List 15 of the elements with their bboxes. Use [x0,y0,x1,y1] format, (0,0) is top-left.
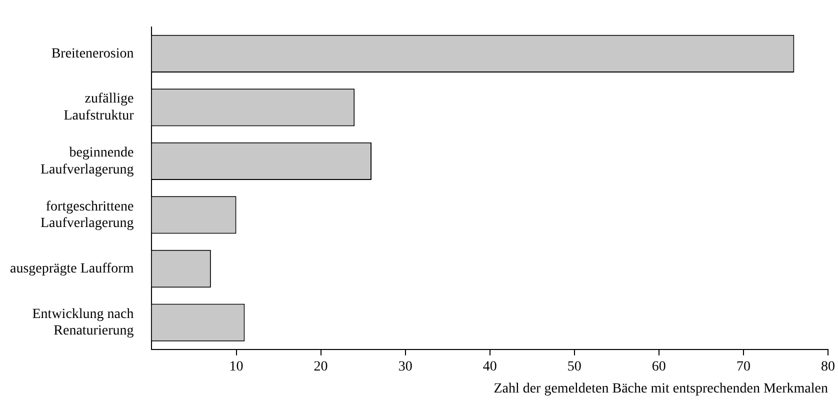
x-tick-label: 50 [567,359,582,374]
x-tick-label: 20 [314,359,328,374]
x-tick-label: 70 [736,359,750,374]
y-tick-label: Entwicklung nach Renaturierung [32,306,134,339]
x-tick-label: 40 [482,359,497,374]
y-tick-label: Breitenerosion [51,46,134,62]
x-axis-title: Zahl der gemeldeten Bäche mit entsprechenden Merkmalen [494,381,828,396]
x-tick-label: 60 [652,359,666,374]
y-tick-label: beginnende Laufverlagerung [40,145,134,178]
x-tick-label: 30 [398,359,412,374]
x-tick-label: 80 [821,359,835,374]
y-tick-label: fortgeschrittene Laufverlagerung [40,199,134,232]
y-tick-label: zufällige Laufstruktur [64,92,134,124]
y-tick-label: ausgeprägte Laufform [10,261,134,276]
x-tick-label: 10 [229,359,244,374]
